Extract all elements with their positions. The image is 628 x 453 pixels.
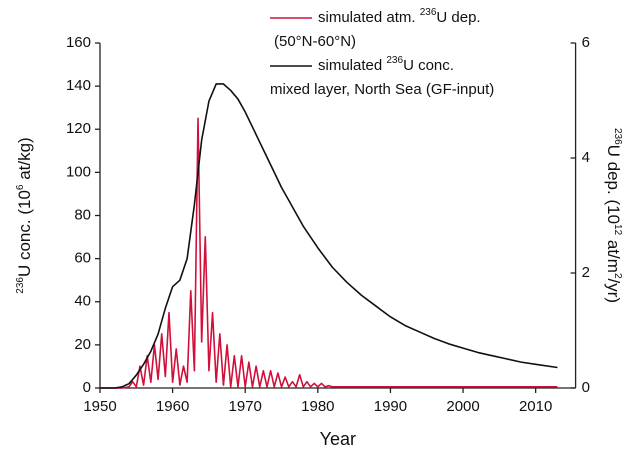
label: 236U dep. (1012 at/m2/yr) <box>604 128 623 303</box>
data-line <box>100 83 558 389</box>
label-part: 236 <box>612 128 623 145</box>
y-tick-label: 40 <box>74 293 91 310</box>
label-part: 236 <box>15 277 26 294</box>
y-tick-label: 60 <box>74 250 91 267</box>
y-tick-label: 0 <box>83 379 91 396</box>
x-tick-label: 1980 <box>301 398 334 415</box>
y2-tick-label: 4 <box>582 149 590 166</box>
label-part: /yr) <box>604 279 623 304</box>
label-part: 236 <box>420 7 437 18</box>
y-tick-label: 160 <box>66 34 91 51</box>
x-tick-label: 2000 <box>446 398 479 415</box>
data-line <box>100 117 558 389</box>
x-axis-title: Year <box>320 429 356 449</box>
y-tick-label: 140 <box>66 77 91 94</box>
label: simulated 236U conc. <box>318 55 454 74</box>
label-part: at/kg) <box>15 137 34 184</box>
x-tick-label: 1970 <box>229 398 262 415</box>
y2-tick-label: 2 <box>582 264 590 281</box>
label-part: 6 <box>15 184 26 190</box>
label-part: U conc. (10 <box>15 190 34 277</box>
legend-label: mixed layer, North Sea (GF-input) <box>270 81 494 98</box>
label: simulated atm. 236U dep. <box>318 7 481 26</box>
label-part: at/m <box>604 235 623 273</box>
y-tick-label: 80 <box>74 206 91 223</box>
y-tick-label: 100 <box>66 163 91 180</box>
label-part: U dep. (10 <box>604 145 623 224</box>
legend-label: (50°N-60°N) <box>274 33 356 50</box>
x-tick-label: 2010 <box>519 398 552 415</box>
x-tick-label: 1960 <box>156 398 189 415</box>
y-tick-label: 20 <box>74 336 91 353</box>
label-part: simulated atm. <box>318 9 420 26</box>
x-tick-label: 1950 <box>83 398 116 415</box>
x-tick-label: 1990 <box>374 398 407 415</box>
label-part: U dep. <box>436 9 480 26</box>
label-part: 2 <box>612 273 623 279</box>
label-part: U conc. <box>403 57 454 74</box>
y2-tick-label: 6 <box>582 34 590 51</box>
label-part: 12 <box>612 224 623 236</box>
label: 236U conc. (106 at/kg) <box>15 137 34 293</box>
y-tick-label: 120 <box>66 120 91 137</box>
y2-tick-label: 0 <box>582 379 590 396</box>
label-part: simulated <box>318 57 386 74</box>
label-part: 236 <box>386 55 403 66</box>
